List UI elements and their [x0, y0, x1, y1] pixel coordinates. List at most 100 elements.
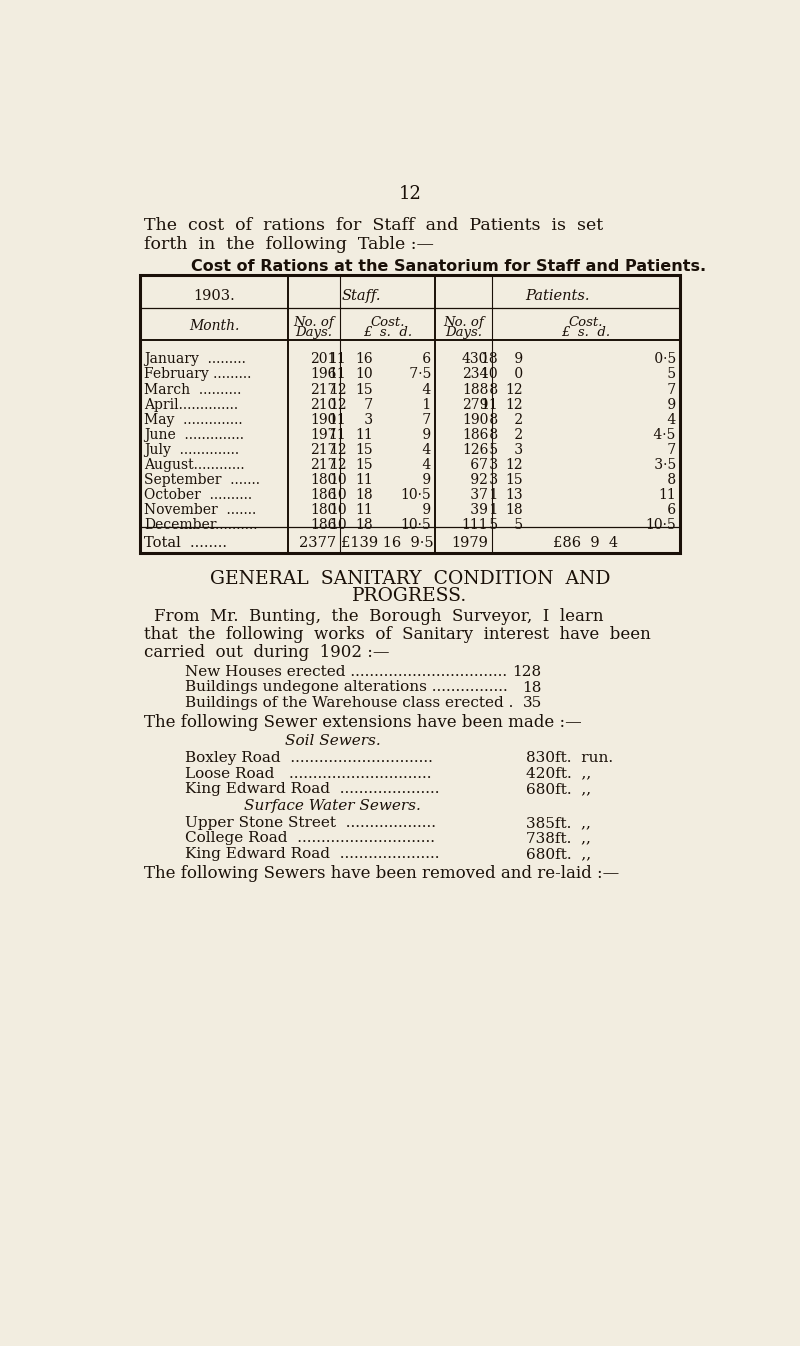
- Text: September  .......: September .......: [144, 472, 260, 487]
- Text: 39: 39: [466, 502, 488, 517]
- Text: 7·5: 7·5: [405, 367, 431, 381]
- Text: New Houses erected .................................: New Houses erected .....................…: [186, 665, 507, 680]
- Text: 197: 197: [310, 428, 336, 441]
- Text: 1: 1: [485, 502, 498, 517]
- Text: October  ..........: October ..........: [144, 487, 252, 502]
- Text: 11: 11: [658, 487, 676, 502]
- Text: 10·5: 10·5: [400, 487, 431, 502]
- Text: 1: 1: [418, 397, 431, 412]
- Text: 0: 0: [510, 367, 523, 381]
- Text: January  .........: January .........: [144, 353, 246, 366]
- Text: No. of: No. of: [443, 315, 484, 328]
- Text: 10: 10: [355, 367, 373, 381]
- Text: 11: 11: [355, 502, 373, 517]
- Text: 210: 210: [310, 397, 336, 412]
- Text: 217: 217: [310, 458, 336, 471]
- Text: 7: 7: [418, 412, 431, 427]
- Text: 4·5: 4·5: [650, 428, 676, 441]
- Text: 217: 217: [310, 443, 336, 456]
- Text: Days.: Days.: [295, 326, 333, 339]
- Text: 4: 4: [418, 382, 431, 397]
- Text: December..........: December..........: [144, 518, 258, 532]
- Text: Buildings undegone alterations ................: Buildings undegone alterations .........…: [186, 681, 508, 695]
- Text: 11: 11: [329, 367, 346, 381]
- Text: 2377: 2377: [299, 536, 336, 549]
- Text: 190: 190: [310, 412, 336, 427]
- Text: Upper Stone Street  ...................: Upper Stone Street ...................: [186, 816, 436, 830]
- Text: November  .......: November .......: [144, 502, 257, 517]
- Text: 201: 201: [310, 353, 336, 366]
- Text: 12: 12: [329, 382, 346, 397]
- Text: The following Sewers have been removed and re-laid :—: The following Sewers have been removed a…: [144, 865, 619, 882]
- Text: 11: 11: [481, 397, 498, 412]
- Text: King Edward Road  .....................: King Edward Road .....................: [186, 847, 440, 861]
- Text: 37: 37: [466, 487, 488, 502]
- Text: 180: 180: [310, 502, 336, 517]
- Text: 234: 234: [462, 367, 488, 381]
- Text: 6: 6: [418, 353, 431, 366]
- Text: 9: 9: [418, 502, 431, 517]
- Text: 12: 12: [329, 443, 346, 456]
- Text: 10: 10: [481, 367, 498, 381]
- Text: 186: 186: [462, 428, 488, 441]
- Text: 2: 2: [510, 428, 523, 441]
- Text: 279: 279: [462, 397, 488, 412]
- Text: carried  out  during  1902 :—: carried out during 1902 :—: [144, 643, 390, 661]
- Text: 3: 3: [360, 412, 373, 427]
- Text: 680ft.  ,,: 680ft. ,,: [526, 782, 591, 795]
- Text: 7: 7: [662, 443, 676, 456]
- Text: The  cost  of  rations  for  Staff  and  Patients  is  set: The cost of rations for Staff and Patien…: [144, 217, 603, 234]
- Text: Buildings of the Warehouse class erected .: Buildings of the Warehouse class erected…: [186, 696, 514, 709]
- Text: 188: 188: [462, 382, 488, 397]
- Text: 196: 196: [310, 367, 336, 381]
- Text: GENERAL  SANITARY  CONDITION  AND: GENERAL SANITARY CONDITION AND: [210, 569, 610, 588]
- Text: 10·5: 10·5: [400, 518, 431, 532]
- Text: 5: 5: [662, 367, 676, 381]
- Text: 11: 11: [329, 412, 346, 427]
- Text: 11: 11: [355, 428, 373, 441]
- Text: 15: 15: [355, 382, 373, 397]
- Text: 7: 7: [359, 397, 373, 412]
- Text: 9: 9: [662, 397, 676, 412]
- Text: 430: 430: [462, 353, 488, 366]
- Text: 217: 217: [310, 382, 336, 397]
- Text: 18: 18: [355, 518, 373, 532]
- Text: 92: 92: [466, 472, 488, 487]
- Text: 10: 10: [329, 487, 346, 502]
- Text: 2: 2: [510, 412, 523, 427]
- Text: 12: 12: [506, 458, 523, 471]
- Text: February .........: February .........: [144, 367, 251, 381]
- Text: 190: 190: [462, 412, 488, 427]
- Text: 35: 35: [522, 696, 542, 709]
- Text: May  ..............: May ..............: [144, 412, 243, 427]
- Text: The following Sewer extensions have been made :—: The following Sewer extensions have been…: [144, 715, 582, 731]
- Text: 8: 8: [662, 472, 676, 487]
- Text: Loose Road   ..............................: Loose Road .............................…: [186, 767, 432, 781]
- Text: Boxley Road  ..............................: Boxley Road ............................…: [186, 751, 433, 766]
- Text: 67: 67: [466, 458, 488, 471]
- Text: March  ..........: March ..........: [144, 382, 242, 397]
- Text: Month.: Month.: [189, 319, 239, 332]
- Text: Total  ........: Total ........: [144, 536, 227, 549]
- Text: 5: 5: [510, 518, 523, 532]
- Text: Cost.: Cost.: [569, 315, 603, 328]
- Text: 830ft.  run.: 830ft. run.: [526, 751, 614, 766]
- Text: 4: 4: [418, 458, 431, 471]
- Text: No. of: No. of: [294, 315, 334, 328]
- Text: 6: 6: [662, 502, 676, 517]
- Text: 8: 8: [486, 382, 498, 397]
- Text: 11: 11: [329, 353, 346, 366]
- Text: 11: 11: [355, 472, 373, 487]
- Text: 15: 15: [355, 458, 373, 471]
- Text: £139 16  9·5: £139 16 9·5: [342, 536, 434, 549]
- Text: 5: 5: [486, 518, 498, 532]
- Text: Cost of Rations at the Sanatorium for Staff and Patients.: Cost of Rations at the Sanatorium for St…: [191, 258, 706, 273]
- Text: 18: 18: [522, 681, 542, 695]
- Text: 1: 1: [485, 487, 498, 502]
- Text: 3: 3: [486, 472, 498, 487]
- Text: June  ..............: June ..............: [144, 428, 244, 441]
- Text: 3: 3: [510, 443, 523, 456]
- Text: 186: 186: [310, 518, 336, 532]
- Text: 126: 126: [462, 443, 488, 456]
- Text: £86  9  4: £86 9 4: [554, 536, 618, 549]
